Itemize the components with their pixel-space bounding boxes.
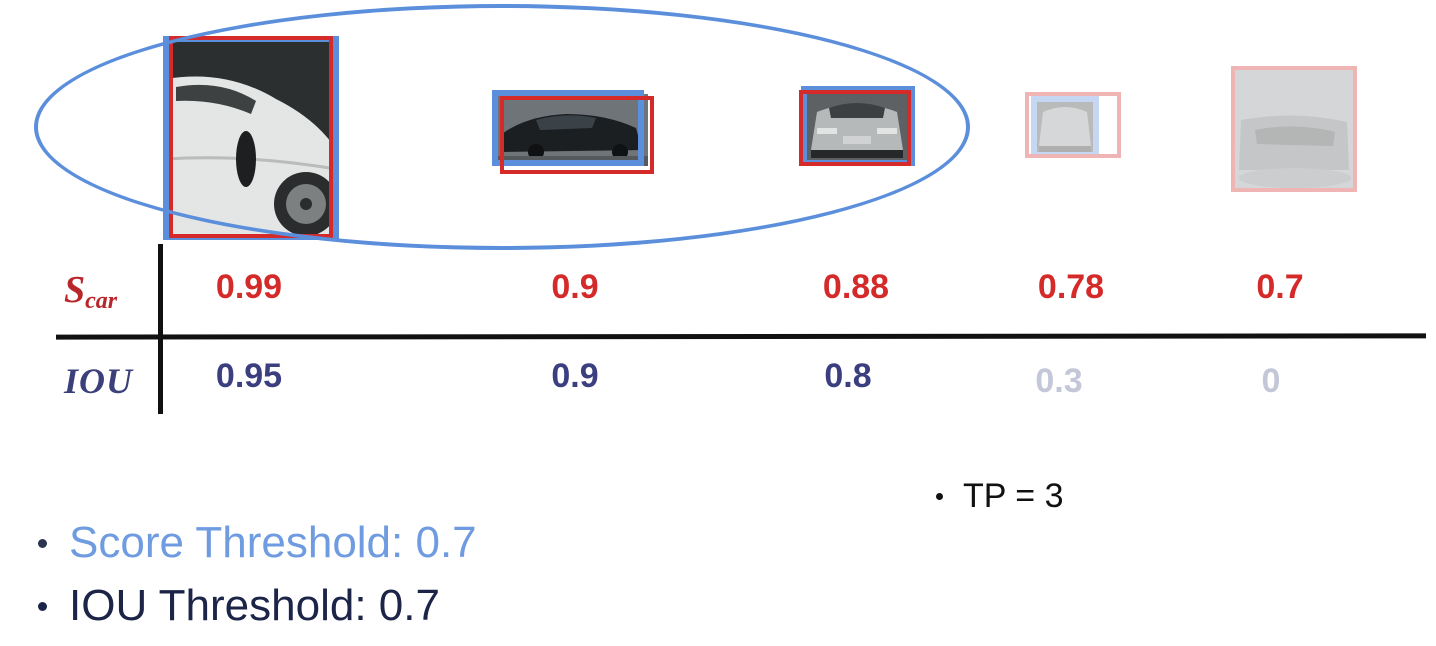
iou-value: 0.3 <box>1035 362 1083 400</box>
iou-threshold-item: IOU Threshold: 0.7 <box>38 581 440 631</box>
score-row-label: Scar <box>64 268 117 315</box>
score-value: 0.88 <box>822 268 890 306</box>
score-label-main: S <box>64 269 86 311</box>
iou-value: 0 <box>1261 362 1281 400</box>
iou-threshold-text: IOU Threshold: 0.7 <box>69 581 440 630</box>
table-horizontal-divider <box>55 333 1427 340</box>
iou-value: 0.95 <box>215 357 283 395</box>
score-threshold-text: Score Threshold: 0.7 <box>69 518 477 567</box>
detection-5 <box>1231 66 1357 192</box>
table-vertical-divider <box>158 244 163 414</box>
score-threshold-item: Score Threshold: 0.7 <box>38 518 477 568</box>
bullet-dot <box>38 538 47 548</box>
score-value: 0.9 <box>551 268 599 306</box>
iou-row-label: IOU <box>64 361 134 401</box>
score-value: 0.78 <box>1037 268 1105 306</box>
score-value: 0.7 <box>1256 268 1304 306</box>
distant-car-image <box>1033 98 1097 156</box>
car-thumbnail <box>1033 98 1097 156</box>
iou-value: 0.8 <box>824 357 872 395</box>
detection-4 <box>1025 92 1121 158</box>
tp-text: TP = 3 <box>963 477 1064 515</box>
score-value: 0.99 <box>215 268 283 306</box>
car-thumbnail <box>1235 70 1353 188</box>
iou-value: 0.9 <box>551 357 599 395</box>
tp-count: TP = 3 <box>936 477 1064 516</box>
score-label-subscript: car <box>85 288 118 314</box>
bullet-dot <box>936 493 943 500</box>
selected-detections-ellipse <box>34 4 970 250</box>
bullet-dot <box>38 601 47 611</box>
blurred-car-image <box>1235 70 1353 188</box>
